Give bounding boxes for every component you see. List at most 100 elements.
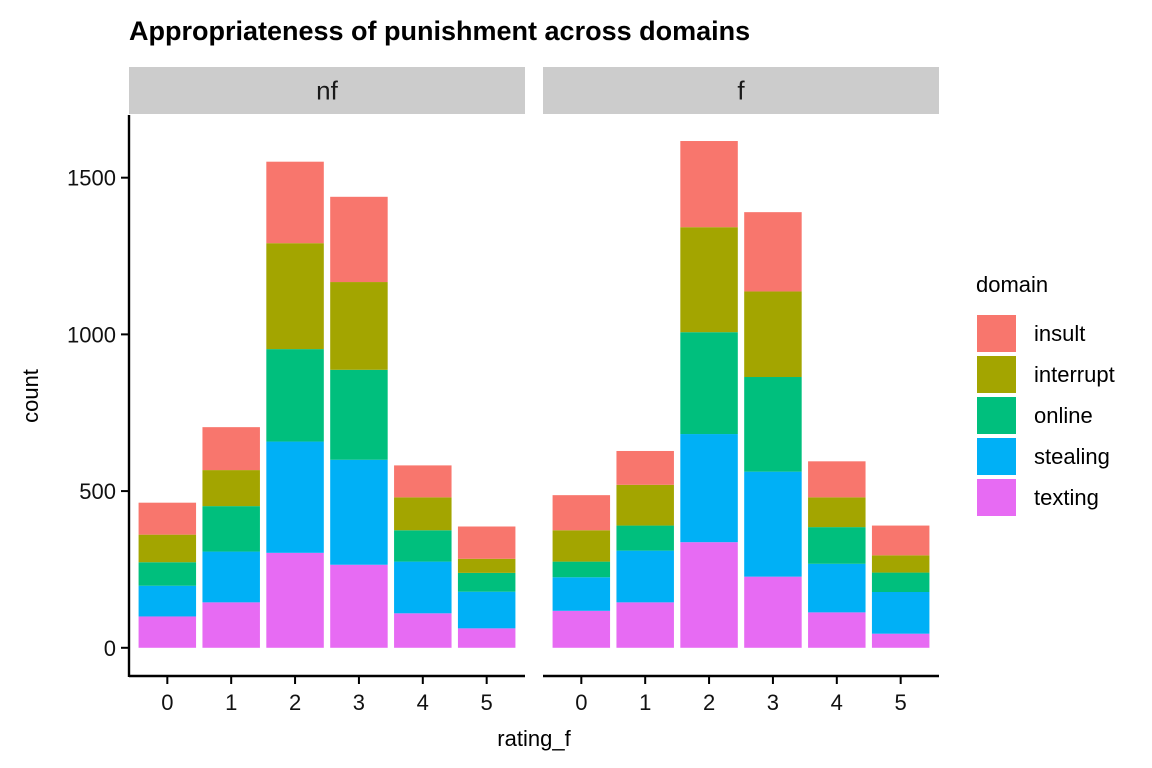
bar-f-3-texting bbox=[744, 576, 802, 648]
bar-f-2-texting bbox=[680, 542, 738, 648]
facet-panels: nf 0 1 2 3 4 5 f 0 1 2 3 4 5 bbox=[129, 67, 939, 715]
y-tick-label: 0 bbox=[104, 636, 116, 661]
facet-panel-nf: nf 0 1 2 3 4 5 bbox=[129, 67, 525, 715]
facet-strip-label: nf bbox=[316, 76, 338, 106]
bar-f-2-online bbox=[680, 332, 738, 435]
bar-nf-2-interrupt bbox=[266, 243, 324, 350]
bar-nf-3-texting bbox=[330, 564, 388, 648]
bar-nf-5-insult bbox=[457, 526, 516, 559]
x-tick-label: 1 bbox=[225, 690, 237, 715]
x-tick-label: 2 bbox=[703, 690, 715, 715]
y-tick-label: 1500 bbox=[67, 166, 116, 191]
bar-f-1-interrupt bbox=[616, 484, 674, 526]
chart-title: Appropriateness of punishment across dom… bbox=[129, 16, 750, 46]
bar-nf-0-stealing bbox=[138, 585, 197, 617]
facet-strip bbox=[543, 67, 939, 114]
y-tick-label: 500 bbox=[79, 479, 116, 504]
bar-f-4-stealing bbox=[808, 563, 866, 613]
bar-nf-4-interrupt bbox=[394, 497, 452, 531]
bar-nf-3-insult bbox=[330, 196, 388, 283]
facet-strip bbox=[129, 67, 525, 114]
y-axis: 0 500 1000 1500 bbox=[67, 115, 131, 677]
legend-label-insult: insult bbox=[1034, 321, 1085, 346]
facet-strip-label: f bbox=[737, 76, 745, 106]
bar-nf-2-online bbox=[266, 349, 324, 442]
bar-nf-1-interrupt bbox=[202, 470, 260, 507]
x-tick-label: 0 bbox=[161, 690, 173, 715]
bar-f-1-texting bbox=[616, 602, 674, 648]
x-tick-label: 0 bbox=[575, 690, 587, 715]
y-axis-title: count bbox=[18, 369, 43, 423]
bar-f-1-online bbox=[616, 525, 674, 551]
x-tick-label: 5 bbox=[895, 690, 907, 715]
bar-nf-4-stealing bbox=[394, 561, 452, 614]
y-tick-label: 1000 bbox=[67, 322, 116, 347]
legend-swatch-insult bbox=[977, 315, 1016, 352]
bar-nf-3-stealing bbox=[330, 459, 388, 565]
x-tick-label: 1 bbox=[639, 690, 651, 715]
bar-f-3-insult bbox=[744, 212, 802, 292]
bar-nf-5-online bbox=[457, 572, 516, 592]
legend-swatch-online bbox=[977, 397, 1016, 434]
x-tick-label: 4 bbox=[417, 690, 429, 715]
bar-nf-2-texting bbox=[266, 552, 324, 648]
bar-nf-2-stealing bbox=[266, 441, 324, 553]
legend-label-texting: texting bbox=[1034, 485, 1099, 510]
bar-f-5-stealing bbox=[871, 592, 930, 634]
bar-nf-0-interrupt bbox=[138, 534, 197, 563]
bar-f-5-texting bbox=[871, 633, 930, 648]
bar-f-5-online bbox=[871, 572, 930, 593]
x-tick-label: 3 bbox=[353, 690, 365, 715]
bar-f-1-stealing bbox=[616, 550, 674, 603]
bar-f-4-online bbox=[808, 527, 866, 564]
bar-f-3-stealing bbox=[744, 471, 802, 577]
bar-nf-5-interrupt bbox=[457, 558, 516, 573]
legend-label-online: online bbox=[1034, 403, 1093, 428]
bar-f-4-texting bbox=[808, 612, 866, 648]
bar-f-0-online bbox=[552, 561, 611, 578]
bar-f-2-interrupt bbox=[680, 227, 738, 333]
bar-nf-0-texting bbox=[138, 616, 197, 648]
legend-swatch-interrupt bbox=[977, 356, 1016, 393]
bar-nf-1-texting bbox=[202, 602, 260, 648]
bar-f-2-insult bbox=[680, 141, 738, 228]
bar-nf-0-insult bbox=[138, 502, 197, 535]
bar-f-0-stealing bbox=[552, 577, 611, 611]
x-axis-title: rating_f bbox=[497, 726, 571, 751]
x-tick-label: 3 bbox=[767, 690, 779, 715]
legend-label-interrupt: interrupt bbox=[1034, 362, 1115, 387]
x-tick-label: 2 bbox=[289, 690, 301, 715]
bar-nf-4-online bbox=[394, 530, 452, 562]
legend-title: domain bbox=[976, 272, 1048, 297]
bar-f-5-insult bbox=[871, 525, 930, 556]
bar-f-1-insult bbox=[616, 450, 674, 485]
bar-nf-3-interrupt bbox=[330, 282, 388, 370]
bar-nf-3-online bbox=[330, 369, 388, 460]
bar-nf-1-online bbox=[202, 506, 260, 552]
bars bbox=[552, 141, 930, 648]
bar-f-0-insult bbox=[552, 495, 611, 531]
bar-f-3-online bbox=[744, 377, 802, 472]
bar-f-5-interrupt bbox=[871, 555, 930, 573]
bar-nf-4-insult bbox=[394, 465, 452, 498]
bar-f-0-texting bbox=[552, 610, 611, 648]
bar-nf-2-insult bbox=[266, 161, 324, 244]
facet-panel-f: f 0 1 2 3 4 5 bbox=[543, 67, 939, 715]
x-tick-label: 5 bbox=[481, 690, 493, 715]
legend-swatch-texting bbox=[977, 479, 1016, 516]
bar-f-4-insult bbox=[808, 461, 866, 498]
legend-swatch-stealing bbox=[977, 438, 1016, 475]
bar-f-2-stealing bbox=[680, 434, 738, 543]
bar-f-4-interrupt bbox=[808, 497, 866, 528]
bar-nf-4-texting bbox=[394, 613, 452, 648]
legend-label-stealing: stealing bbox=[1034, 444, 1110, 469]
x-tick-label: 4 bbox=[831, 690, 843, 715]
bar-f-3-interrupt bbox=[744, 291, 802, 378]
legend: domain insult interrupt online stealing text… bbox=[976, 272, 1115, 516]
bar-nf-1-insult bbox=[202, 427, 260, 471]
bar-nf-1-stealing bbox=[202, 551, 260, 603]
bar-nf-0-online bbox=[138, 562, 197, 586]
bars bbox=[138, 161, 516, 648]
bar-nf-5-stealing bbox=[457, 591, 516, 629]
